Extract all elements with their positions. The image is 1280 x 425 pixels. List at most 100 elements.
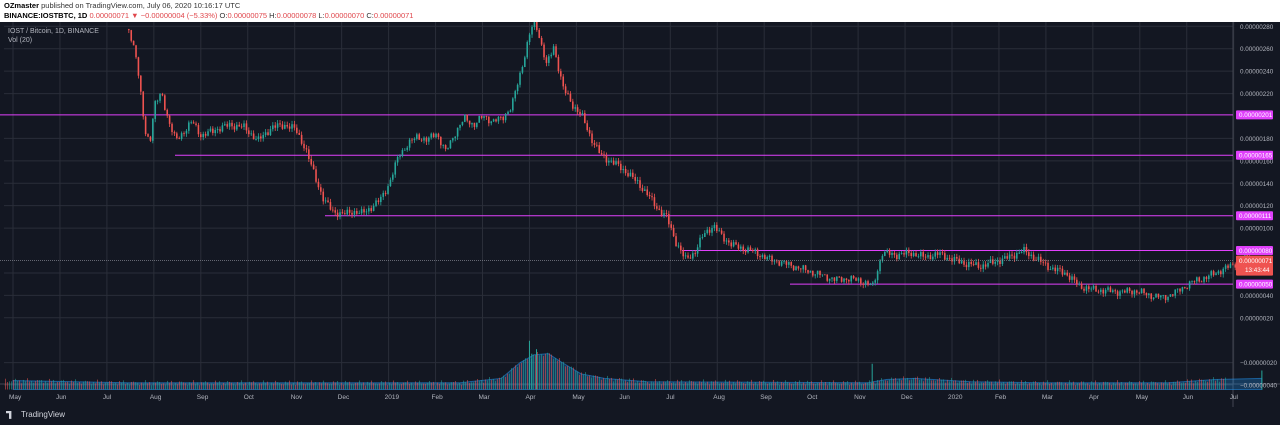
candle-body: [946, 257, 949, 260]
volume-bar: [391, 384, 392, 390]
candle-body: [886, 250, 889, 253]
candle-body: [466, 114, 469, 121]
candle-body: [1152, 297, 1155, 299]
candle-body: [960, 261, 963, 264]
candle-body: [1083, 288, 1085, 291]
volume-bar: [27, 378, 28, 390]
volume-bar: [623, 380, 624, 390]
candle-body: [514, 91, 517, 99]
candle-body: [1208, 275, 1210, 280]
candle-body: [195, 123, 197, 126]
candle-body: [838, 276, 841, 278]
candle-body: [980, 267, 982, 269]
chart-area[interactable]: 0.00000280 0.00000260 0.00000240 0.00000220…: [0, 22, 1280, 407]
candle-body: [512, 98, 514, 111]
volume-bar: [1195, 380, 1196, 390]
candle-body: [202, 133, 205, 138]
volume-bar: [1071, 383, 1072, 390]
tradingview-logo[interactable]: TradingView: [6, 410, 65, 419]
x-tick-label: May: [1136, 394, 1149, 401]
candle-body: [718, 230, 721, 232]
volume-bar: [149, 382, 150, 390]
candle-body: [324, 200, 327, 202]
volume-bar: [775, 382, 776, 390]
y-tick-label: 0.00000100: [1240, 226, 1274, 233]
volume-bar: [229, 381, 230, 390]
volume-bar: [663, 381, 664, 390]
candle-body: [874, 280, 877, 283]
candle-body: [920, 252, 922, 257]
volume-bar: [111, 381, 112, 390]
candle-body: [699, 237, 701, 248]
volume-bar: [595, 375, 596, 390]
volume-bar: [1109, 382, 1110, 390]
volume-bar: [647, 381, 648, 390]
volume-bar: [983, 382, 984, 390]
x-tick-label: Sep: [197, 394, 209, 401]
volume-bar: [925, 377, 926, 390]
volume-bar: [225, 383, 226, 390]
volume-legend: Vol (20): [8, 37, 33, 44]
volume-bar: [1155, 382, 1156, 390]
candle-body: [200, 134, 202, 138]
volume-bar: [1049, 383, 1050, 390]
price-chart[interactable]: 0.00000280 0.00000260 0.00000240 0.00000220…: [0, 22, 1280, 407]
candle-body: [670, 224, 673, 228]
candle-body: [1112, 290, 1114, 293]
volume-bar: [757, 384, 758, 390]
candle-body: [1004, 256, 1006, 259]
x-tick-label: Dec: [338, 394, 350, 401]
candle-body: [862, 283, 865, 285]
candle-body: [730, 242, 733, 247]
candle-body: [840, 277, 843, 282]
candle-body: [248, 130, 250, 135]
volume-bar: [1041, 385, 1042, 390]
volume-bar: [265, 383, 266, 390]
volume-bar: [1197, 381, 1198, 390]
candle-body: [531, 26, 533, 35]
volume-bar: [197, 382, 198, 390]
volume-bar: [321, 383, 322, 390]
volume-bar: [1007, 382, 1008, 390]
candle-body: [502, 116, 505, 121]
candle-body: [447, 148, 449, 150]
candle-body: [636, 180, 639, 182]
volume-bar: [131, 381, 132, 390]
volume-bar: [741, 382, 742, 390]
author-name[interactable]: OZmaster: [4, 1, 40, 10]
volume-bar: [489, 377, 490, 390]
volume-bar: [1213, 377, 1214, 390]
level-label-bg: [1236, 150, 1273, 160]
candle-body: [1136, 290, 1138, 293]
candle-body: [576, 107, 579, 112]
candle-body: [1193, 281, 1196, 282]
candle-body: [384, 192, 387, 194]
candle-body: [192, 122, 195, 124]
volume-bar: [967, 383, 968, 390]
candle-body: [1186, 288, 1189, 289]
volume-bar: [241, 380, 242, 390]
volume-bar: [287, 382, 288, 390]
volume-bar: [503, 375, 504, 390]
volume-bar: [257, 384, 258, 390]
volume-bar: [475, 380, 476, 390]
x-tick-label: Feb: [995, 394, 1007, 401]
volume-bar: [93, 382, 94, 390]
candle-body: [704, 233, 706, 237]
volume-bar: [761, 381, 762, 390]
candle-body: [166, 109, 169, 116]
level-label: 0.00000111: [1239, 213, 1272, 220]
volume-bar: [1021, 380, 1022, 390]
candle-body: [989, 259, 992, 263]
volume-bar: [1167, 383, 1168, 390]
volume-bar: [505, 376, 506, 390]
candle-body: [1121, 290, 1124, 292]
candle-body: [944, 253, 946, 260]
volume-bar: [41, 380, 42, 390]
volume-bar: [1217, 379, 1218, 390]
volume-bar: [555, 358, 556, 390]
volume-bar: [683, 384, 684, 390]
volume-bar: [221, 385, 222, 390]
volume-bar: [537, 351, 538, 390]
candle-body: [970, 261, 973, 265]
